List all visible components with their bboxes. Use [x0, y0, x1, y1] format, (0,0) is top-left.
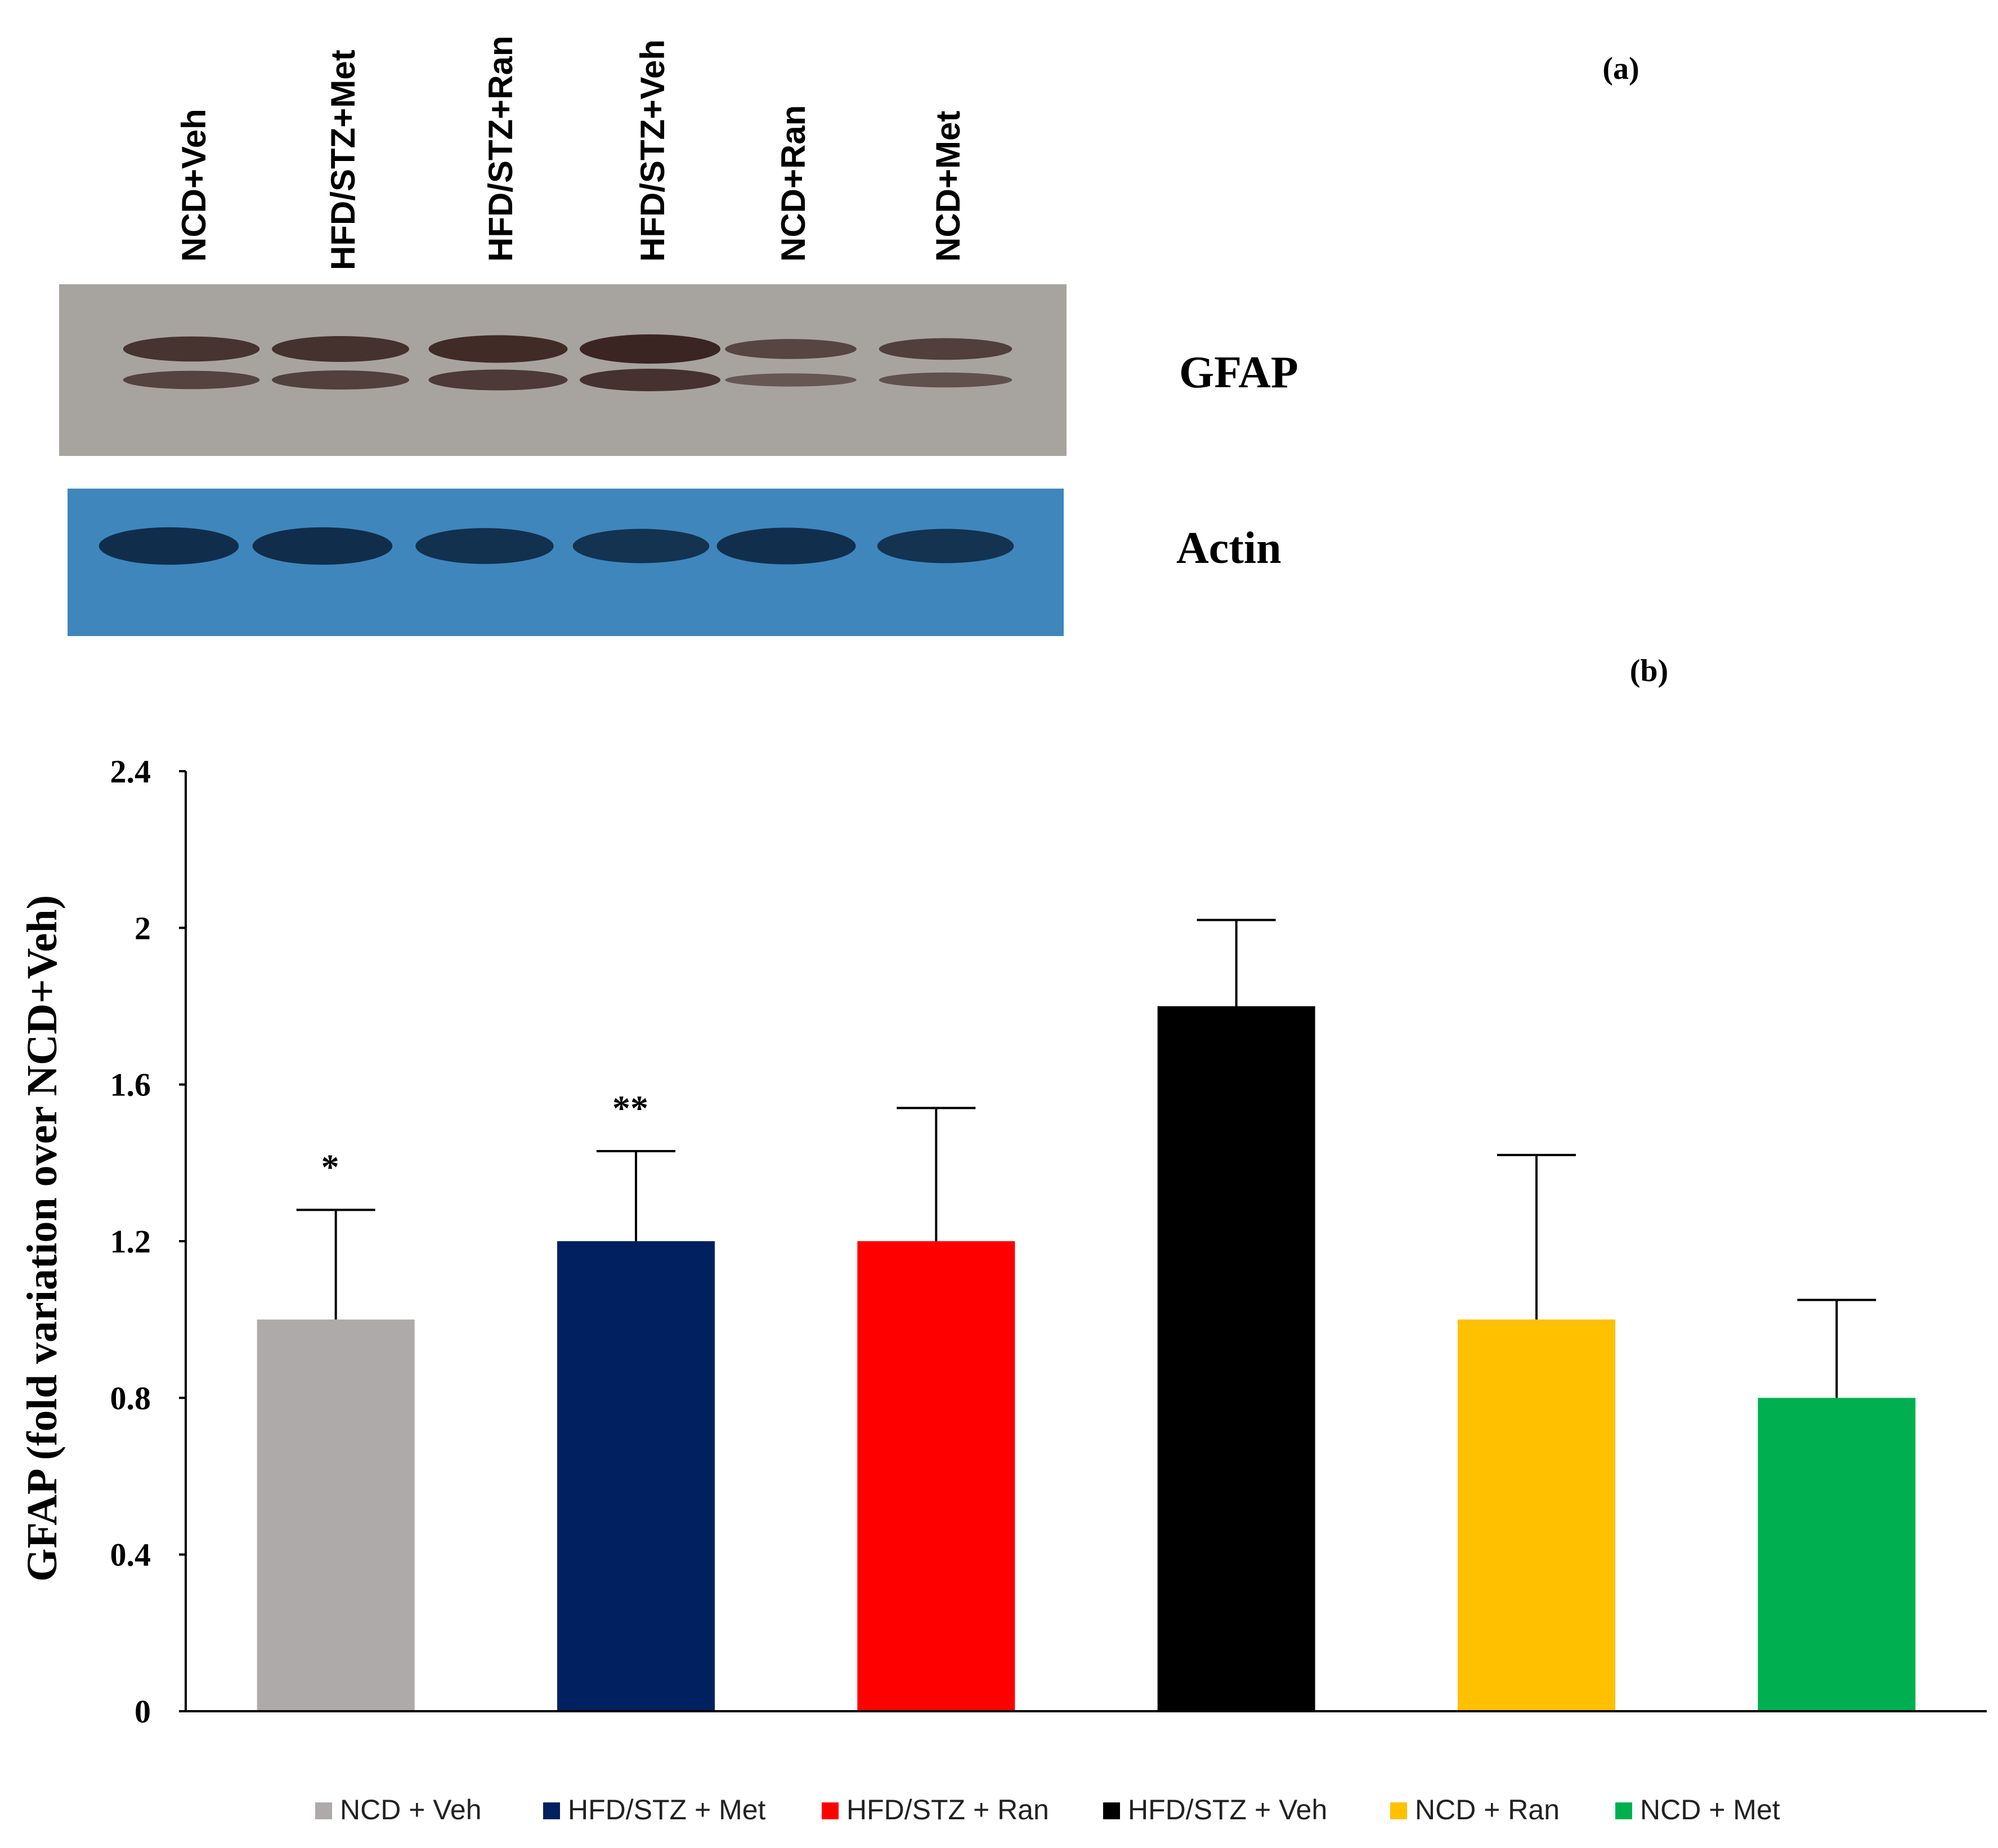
gfap-band-lower [123, 370, 260, 390]
legend-swatch [1103, 1802, 1120, 1819]
gfap-band-upper [725, 339, 857, 359]
bar [1458, 1319, 1615, 1711]
bar [1758, 1398, 1916, 1711]
y-tick-label: 0.4 [110, 1537, 151, 1573]
actin-blot-label: Actin [1176, 523, 1282, 573]
legend-swatch [1390, 1802, 1407, 1819]
gfap-band-upper [428, 335, 568, 363]
lane-labels: NCD+Veh HFD/STZ+Met HFD/STZ+Ran HFD/STZ+Veh… [175, 35, 967, 270]
y-tick-label: 1.2 [110, 1223, 151, 1260]
actin-band [572, 529, 710, 563]
legend: NCD + Veh HFD/STZ + Met HFD/STZ + Ran HFD/S… [315, 1794, 1780, 1825]
legend-swatch [1615, 1802, 1632, 1819]
legend-swatch [315, 1802, 332, 1819]
legend-swatch [543, 1802, 560, 1819]
gfap-band-lower [428, 369, 568, 391]
bar [1157, 1006, 1315, 1711]
lane-label: HFD/STZ+Veh [634, 39, 671, 262]
y-tick-label: 1.6 [110, 1067, 151, 1103]
actin-bands [98, 527, 1014, 565]
panel-b-label: (b) [1630, 654, 1668, 688]
legend-label: HFD/STZ + Ran [846, 1794, 1049, 1825]
actin-band [252, 527, 393, 565]
y-axis-label: GFAP (fold variation over NCD+Veh) [19, 895, 66, 1582]
gfap-band-upper [580, 334, 720, 364]
y-tick-label: 0 [135, 1693, 151, 1730]
gfap-band-lower [725, 373, 857, 387]
error-bars [296, 919, 1876, 1398]
actin-blot-membrane [68, 489, 1064, 636]
gfap-band-upper [272, 336, 409, 362]
lane-label: NCD+Veh [175, 109, 213, 262]
actin-band [716, 527, 856, 565]
legend-label: NCD + Veh [340, 1794, 482, 1825]
legend-label: HFD/STZ + Met [568, 1794, 766, 1825]
gfap-band-lower [879, 372, 1013, 388]
actin-band [877, 529, 1014, 563]
gfap-blot-label: GFAP [1179, 348, 1298, 397]
y-tick-label: 2.4 [110, 753, 151, 790]
gfap-band-upper [123, 336, 260, 362]
gfap-band-upper [879, 338, 1013, 360]
legend-label: NCD + Ran [1415, 1794, 1560, 1825]
actin-band [98, 527, 239, 565]
lane-label: HFD/STZ+Ran [482, 35, 519, 262]
bars [257, 1006, 1916, 1711]
actin-band [415, 528, 554, 564]
gfap-band-lower [272, 370, 409, 390]
gfap-blot-membrane [59, 284, 1067, 456]
legend-label: NCD + Met [1640, 1794, 1780, 1825]
gfap-band-lower [580, 369, 720, 391]
lane-label: HFD/STZ+Met [324, 50, 362, 270]
legend-label: HFD/STZ + Veh [1128, 1794, 1327, 1825]
panel-a-label: (a) [1602, 51, 1639, 86]
significance-marker: ** [612, 1088, 648, 1128]
bar [257, 1319, 415, 1711]
legend-swatch [822, 1802, 839, 1819]
y-tick-label: 2 [135, 910, 151, 946]
panel-a-western-blot: (a) NCD+Veh HFD/STZ+Met HFD/STZ+Ran HFD/STZ… [59, 35, 1639, 636]
lane-label: NCD+Ran [774, 105, 812, 262]
lane-label: NCD+Met [929, 111, 967, 262]
significance-marker: * [321, 1147, 339, 1187]
bar [557, 1241, 715, 1711]
gfap-bands [123, 334, 1013, 391]
y-axis-ticks: 0 0.4 0.8 1.2 1.6 2 2.4 [110, 753, 186, 1730]
bar [857, 1241, 1015, 1711]
y-tick-label: 0.8 [110, 1380, 151, 1416]
significance-annotations: *** [321, 1088, 648, 1187]
panel-b-bar-chart: (b) GFAP (fold variation over NCD+Veh) 0… [19, 654, 1987, 1825]
